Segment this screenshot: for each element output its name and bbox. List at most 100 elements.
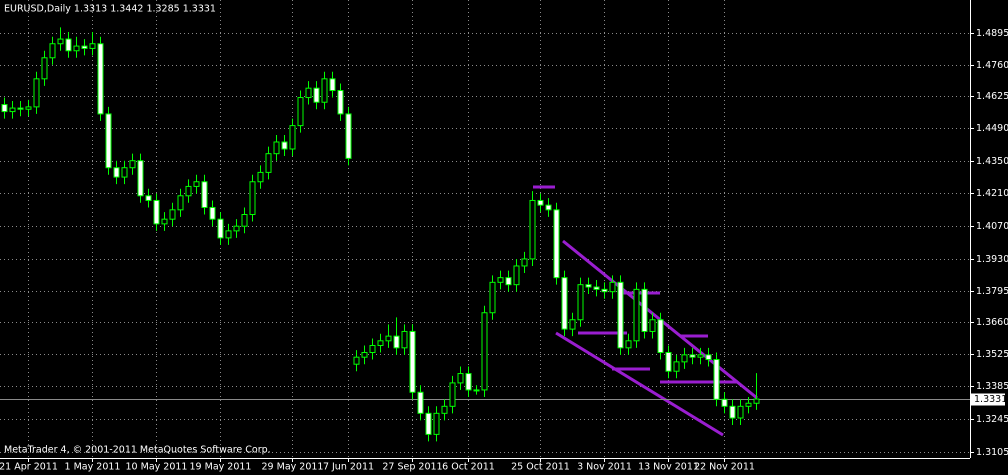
y-tick-label: 1.3525 <box>976 349 1008 360</box>
candle-body <box>369 344 376 354</box>
candle-body <box>665 352 672 372</box>
candle-body <box>177 195 184 211</box>
candle-body <box>337 90 344 115</box>
candle-body <box>153 199 160 225</box>
candle-body <box>217 218 224 239</box>
candle-body <box>521 258 528 267</box>
candle-body <box>105 113 112 169</box>
candle-body <box>505 277 512 286</box>
y-tick-label: 1.4625 <box>976 91 1008 102</box>
candle-body <box>297 97 304 127</box>
x-tick-label: 27 Sep 2011 <box>382 462 442 473</box>
x-tick-label: 6 Oct 2011 <box>442 462 495 473</box>
candle-body <box>601 288 608 293</box>
candle-body <box>57 38 64 45</box>
candle-body <box>257 171 264 183</box>
candle-body <box>201 181 208 208</box>
candle-body <box>193 181 200 187</box>
y-tick-label: 1.3660 <box>976 317 1008 328</box>
candle-body <box>401 330 408 349</box>
candle-body <box>89 43 96 49</box>
candle-body <box>81 45 88 49</box>
candle-body <box>129 160 136 169</box>
candle-body <box>209 206 216 220</box>
trend-line <box>555 331 724 437</box>
candle-body <box>321 78 328 103</box>
x-tick-label: 3 Nov 2011 <box>577 462 632 473</box>
candle-body <box>713 359 720 400</box>
candle-body <box>345 113 352 159</box>
candle-body <box>169 209 176 220</box>
x-tick-label: 7 Jun 2011 <box>323 462 374 473</box>
copyright: MetaTrader 4, © 2001-2011 MetaQuotes Sof… <box>4 445 271 456</box>
x-tick-label: 22 Nov 2011 <box>694 462 755 473</box>
candle-body <box>737 405 744 419</box>
candle-body <box>273 141 280 155</box>
candle-body <box>433 412 440 435</box>
candle-body <box>329 78 336 92</box>
candle-body <box>641 288 648 332</box>
x-tick-label: 19 May 2011 <box>190 462 252 473</box>
candle-body <box>473 389 480 392</box>
y-tick-label: 1.4210 <box>976 188 1008 199</box>
candle-body <box>673 361 680 372</box>
y-tick-label: 1.3105 <box>976 447 1008 458</box>
candle-body <box>25 106 32 110</box>
candle-body <box>113 167 120 178</box>
x-tick-label: 10 May 2011 <box>126 462 188 473</box>
y-tick-label: 1.4895 <box>976 28 1008 39</box>
y-tick-label: 1.3245 <box>976 414 1008 425</box>
candle-body <box>425 412 432 435</box>
candle-body <box>529 199 536 260</box>
candle-body <box>137 160 144 197</box>
candle-body <box>537 199 544 206</box>
candle-body <box>249 181 256 215</box>
candle-body <box>585 284 592 288</box>
candle-body <box>481 312 488 391</box>
x-tick-label: 13 Nov 2011 <box>638 462 699 473</box>
x-tick-label: 21 Apr 2011 <box>0 462 58 473</box>
candle-body <box>33 78 40 108</box>
last-price-label: 1.3331 <box>974 394 1007 405</box>
candle-body <box>545 204 552 211</box>
candle-body <box>513 265 520 286</box>
candle-body <box>657 319 664 354</box>
candle-body <box>753 398 760 404</box>
candle-body <box>265 153 272 173</box>
candle-body <box>577 284 584 321</box>
candle-body <box>289 125 296 150</box>
candle-body <box>449 382 456 407</box>
x-tick-label: 25 Oct 2011 <box>511 462 570 473</box>
candle-body <box>241 213 248 227</box>
candle-body <box>409 330 416 393</box>
y-tick-label: 1.4070 <box>976 221 1008 232</box>
candle-body <box>1 104 8 113</box>
candle-body <box>417 391 424 414</box>
candle-body <box>569 319 576 330</box>
candle-body <box>353 356 360 365</box>
candle-body <box>617 281 624 349</box>
candle-body <box>233 225 240 232</box>
candle-body <box>633 288 640 342</box>
candle-body <box>705 354 712 361</box>
y-tick-label: 1.4490 <box>976 123 1008 134</box>
candle-body <box>625 340 632 349</box>
candle-body <box>361 352 368 358</box>
candle-body <box>97 43 104 115</box>
y-tick-label: 1.3385 <box>976 381 1008 392</box>
y-tick-label: 1.4350 <box>976 156 1008 167</box>
candles <box>1 27 760 442</box>
candle-body <box>465 373 472 391</box>
candle-body <box>281 141 288 150</box>
candle-body <box>49 43 56 59</box>
candle-body <box>161 218 168 225</box>
candle-body <box>561 277 568 330</box>
x-tick-label: 1 May 2011 <box>65 462 121 473</box>
candle-body <box>697 354 704 358</box>
candle-body <box>497 277 504 283</box>
candle-body <box>393 335 400 349</box>
candle-body <box>305 87 312 99</box>
